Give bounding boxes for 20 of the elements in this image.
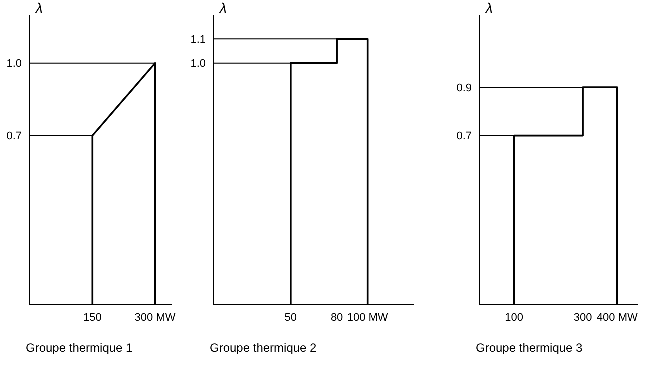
y-axis-title: λ [486, 0, 493, 16]
y-axis-title: λ [36, 0, 43, 16]
y-tick-label: 0.9 [456, 82, 472, 94]
x-tick-label: 80 [330, 312, 344, 324]
x-tick-label: 400 MW [596, 312, 638, 324]
y-tick-label: 0.7 [456, 130, 472, 143]
x-axis-title: Groupe thermique 3 [476, 341, 583, 355]
x-axis-title: Groupe thermique 2 [210, 341, 317, 355]
x-tick-label: 100 [505, 312, 524, 324]
x-tick-label: 100 MW [347, 312, 389, 324]
x-tick-label: 50 [284, 312, 298, 324]
y-axis-title: λ [220, 0, 227, 16]
x-tick-label: 300 MW [134, 312, 176, 324]
y-tick-label: 1.1 [190, 34, 206, 46]
y-tick-label: 0.7 [6, 130, 22, 143]
y-tick-label: 1.0 [190, 58, 206, 70]
x-axis-title: Groupe thermique 1 [26, 341, 133, 355]
x-tick-label: 300 [574, 312, 592, 324]
x-tick-label: 150 [83, 312, 102, 324]
y-tick-label: 1.0 [6, 58, 22, 70]
